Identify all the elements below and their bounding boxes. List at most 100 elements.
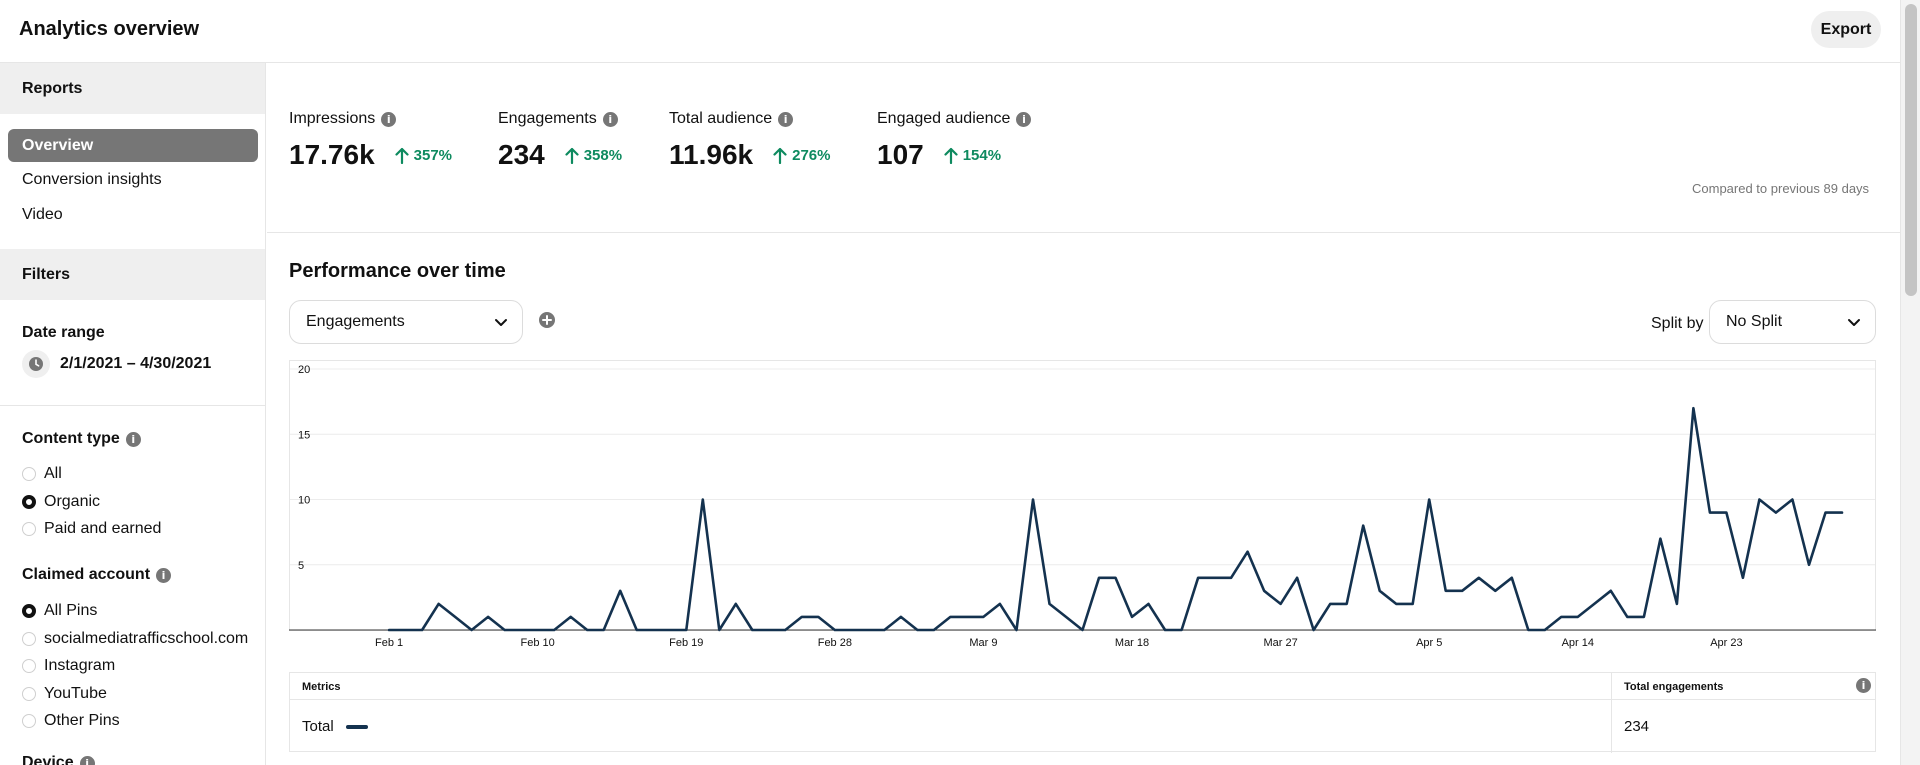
device-heading-label: Device xyxy=(22,754,74,765)
y-tick-label: 20 xyxy=(298,364,310,376)
x-tick-label: Apr 5 xyxy=(1416,637,1442,649)
scrollbar-thumb[interactable] xyxy=(1905,4,1917,296)
info-icon[interactable]: i xyxy=(602,111,618,127)
kpi-label: Impressions xyxy=(289,110,376,127)
row-label: Total xyxy=(302,718,334,735)
table-header xyxy=(290,673,1875,700)
kpi-label: Engagements xyxy=(498,110,597,127)
sidebar-divider xyxy=(0,405,265,406)
page-scrollbar[interactable] xyxy=(1900,0,1920,765)
info-icon[interactable]: i xyxy=(79,755,95,765)
info-icon[interactable]: i xyxy=(156,567,172,583)
plot-frame xyxy=(289,360,1876,631)
claimed-account-option-all-pins[interactable]: All Pins xyxy=(22,600,97,622)
series-line-engagements xyxy=(387,406,1844,632)
radio-label: YouTube xyxy=(44,685,107,702)
content-type-option-paid-and-earned[interactable]: Paid and earned xyxy=(22,518,161,540)
radio-label: socialmediatrafficschool.com xyxy=(44,630,249,647)
radio-button[interactable] xyxy=(22,632,36,646)
date-range-heading: Date range xyxy=(22,324,105,341)
sidebar-item-overview[interactable]: Overview xyxy=(8,129,258,162)
radio-button[interactable] xyxy=(22,467,36,481)
radio-label: Instagram xyxy=(44,657,116,674)
radio-button-checked[interactable] xyxy=(22,604,36,618)
radio-button[interactable] xyxy=(22,659,36,673)
claimed-account-option-website[interactable]: socialmediatrafficschool.com xyxy=(22,628,248,650)
split-select[interactable]: No Split xyxy=(1709,300,1876,344)
info-icon[interactable]: i xyxy=(1856,678,1871,693)
kpi-change-value: 154% xyxy=(962,147,1002,164)
page-title: Analytics overview xyxy=(19,18,200,40)
performance-title: Performance over time xyxy=(289,260,506,282)
split-by-label: Split by xyxy=(1651,315,1704,332)
radio-button[interactable] xyxy=(22,687,36,701)
date-range-value: 2/1/2021 – 4/30/2021 xyxy=(60,355,212,372)
device-heading: Device i xyxy=(22,754,95,765)
content-type-option-organic[interactable]: Organic xyxy=(22,491,100,513)
date-range-picker[interactable]: 2/1/2021 – 4/30/2021 xyxy=(22,350,211,378)
x-tick-label: Mar 18 xyxy=(1115,637,1149,649)
chevron-down-icon xyxy=(495,318,507,326)
sidebar-item-video[interactable]: Video xyxy=(22,206,63,223)
claimed-account-option-instagram[interactable]: Instagram xyxy=(22,655,115,677)
table-row-value: 234 xyxy=(1624,718,1650,735)
reports-heading: Reports xyxy=(0,63,265,114)
arrow-up-icon xyxy=(565,147,579,164)
kpi-change-value: 276% xyxy=(792,147,831,164)
legend-swatch xyxy=(345,724,368,729)
claimed-account-option-other-pins[interactable]: Other Pins xyxy=(22,710,120,732)
claimed-account-heading: Claimed account i xyxy=(22,566,172,584)
kpi-change: 357% xyxy=(395,147,452,164)
content-type-heading-label: Content type xyxy=(22,430,120,447)
kpi-engaged-audience: Engaged audience i 107 154% xyxy=(877,110,1032,171)
top-bar: Analytics overview Export xyxy=(0,0,1900,63)
kpi-engagements: Engagements i 234 358% xyxy=(498,110,622,171)
claimed-account-option-youtube[interactable]: YouTube xyxy=(22,683,107,705)
kpi-change: 276% xyxy=(773,147,830,164)
radio-button-checked[interactable] xyxy=(22,495,36,509)
x-tick-label: Feb 10 xyxy=(521,637,555,649)
arrow-up-icon xyxy=(395,147,409,164)
kpi-value: 234 xyxy=(498,139,545,170)
radio-button[interactable] xyxy=(22,714,36,728)
info-icon[interactable]: i xyxy=(125,431,141,447)
split-select-value: No Split xyxy=(1726,313,1783,330)
x-tick-label: Apr 14 xyxy=(1562,637,1594,649)
x-tick-label: Mar 27 xyxy=(1264,637,1298,649)
info-icon[interactable]: i xyxy=(381,111,397,127)
radio-label: Other Pins xyxy=(44,712,120,729)
kpi-change-value: 357% xyxy=(413,147,453,164)
kpi-label: Total audience xyxy=(669,110,773,127)
sidebar-item-conversion-insights[interactable]: Conversion insights xyxy=(22,171,162,188)
radio-label: Paid and earned xyxy=(44,520,162,537)
metric-select[interactable]: Engagements xyxy=(289,300,523,344)
claimed-account-heading-label: Claimed account xyxy=(22,566,151,583)
content-type-option-all[interactable]: All xyxy=(22,463,62,485)
kpi-change: 154% xyxy=(944,147,1001,164)
kpi-value: 107 xyxy=(877,139,924,170)
content-type-heading: Content type i xyxy=(22,430,141,448)
add-metric-icon[interactable] xyxy=(538,311,556,329)
kpi-label: Engaged audience xyxy=(877,110,1011,127)
radio-button[interactable] xyxy=(22,522,36,536)
radio-label: All xyxy=(44,465,62,482)
metric-select-value: Engagements xyxy=(306,313,405,330)
performance-chart[interactable]: 5 10 15 20 Feb 1 Feb 10 Feb 19 Feb 28 Mar 9 Mar 1… xyxy=(289,360,1876,662)
sidebar: Reports Overview Conversion insights Vid… xyxy=(0,63,266,765)
x-tick-label: Apr 23 xyxy=(1710,637,1742,649)
column-header-metrics: Metrics xyxy=(302,681,341,693)
table-row-label: Total xyxy=(302,718,368,735)
export-button[interactable]: Export xyxy=(1811,11,1881,48)
kpi-total-audience: Total audience i 11.96k 276% xyxy=(669,110,830,171)
info-icon[interactable]: i xyxy=(1016,111,1032,127)
metrics-table: Metrics Total engagements i Total 234 xyxy=(289,672,1876,753)
kpi-value: 11.96k xyxy=(669,139,754,170)
info-icon[interactable]: i xyxy=(778,111,794,127)
y-tick-label: 15 xyxy=(298,429,310,441)
column-header-total-engagements: Total engagements xyxy=(1624,681,1724,693)
section-divider xyxy=(267,232,1900,233)
y-tick-label: 10 xyxy=(298,495,310,507)
kpi-impressions: Impressions i 17.76k 357% xyxy=(289,110,452,171)
x-tick-label: Feb 1 xyxy=(375,637,403,649)
radio-label: All Pins xyxy=(44,602,98,619)
